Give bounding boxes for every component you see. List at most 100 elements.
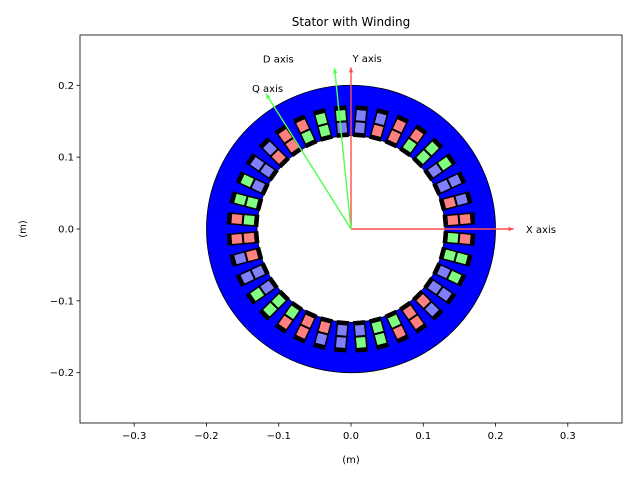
- x-tick-label: 0.0: [343, 431, 359, 442]
- stator-diagram: [206, 84, 496, 374]
- x-tick-label: −0.2: [194, 431, 218, 442]
- coil-outer: [409, 128, 425, 144]
- coil-outer: [230, 233, 244, 245]
- x-tick-label: 0.1: [415, 431, 431, 442]
- coil-outer: [458, 213, 472, 225]
- coil-outer: [454, 251, 469, 265]
- coil-outer: [295, 324, 310, 340]
- coil-outer: [239, 270, 255, 285]
- arrow-head: [508, 226, 514, 232]
- coil-outer: [458, 233, 472, 245]
- coil-inner: [415, 149, 432, 165]
- axis-annotations: X axis Y axis D axis Q axis: [252, 54, 556, 236]
- coil-outer: [374, 112, 388, 126]
- coil-inner: [436, 264, 452, 280]
- coil-inner: [318, 123, 332, 138]
- coil-outer: [424, 140, 440, 157]
- coil-inner: [354, 121, 366, 134]
- coil-inner: [259, 279, 275, 295]
- coil-inner: [250, 178, 266, 194]
- coil-inner: [336, 121, 348, 134]
- coil-inner: [259, 163, 275, 179]
- annotation-label: Q axis: [252, 84, 283, 95]
- annotation-label: Y axis: [351, 54, 381, 65]
- coil-inner: [336, 324, 348, 337]
- coil-outer: [314, 332, 328, 346]
- coil-inner: [442, 248, 457, 262]
- coil-inner: [245, 248, 260, 262]
- coil-inner: [402, 304, 418, 320]
- coil-outer: [314, 112, 328, 126]
- coil-outer: [335, 336, 347, 349]
- coil-inner: [354, 324, 366, 337]
- coil-outer: [392, 324, 407, 340]
- annotation-label: D axis: [263, 55, 294, 66]
- coil-inner: [270, 149, 287, 165]
- coil-inner: [442, 196, 457, 210]
- coil-inner: [318, 320, 332, 335]
- coil-outer: [437, 156, 453, 172]
- coil-inner: [387, 129, 402, 145]
- y-tick-label: −0.1: [50, 296, 74, 307]
- y-tick-label: −0.2: [50, 368, 74, 379]
- coil-inner: [300, 313, 315, 329]
- coil-outer: [230, 213, 244, 225]
- coil-outer: [239, 173, 255, 188]
- coil-inner: [370, 123, 384, 138]
- coil-inner: [242, 214, 256, 226]
- x-axis-ticks: −0.3 −0.2 −0.1 0.0 0.1 0.2 0.3: [122, 423, 576, 442]
- coil-inner: [300, 129, 315, 145]
- coil-inner: [446, 214, 460, 226]
- coil-outer: [262, 301, 278, 318]
- coil-inner: [270, 293, 287, 309]
- coil-inner: [415, 293, 432, 309]
- x-tick-label: 0.3: [560, 431, 576, 442]
- coil-inner: [245, 196, 260, 210]
- coil-outer: [233, 251, 248, 265]
- coil-outer: [249, 286, 265, 302]
- direction-arrow: [333, 68, 352, 230]
- y-tick-label: 0.2: [58, 81, 74, 92]
- coil-outer: [409, 314, 425, 330]
- coil-inner: [284, 304, 300, 320]
- coil-inner: [427, 279, 443, 295]
- coil-inner: [370, 320, 384, 335]
- coil-outer: [355, 109, 367, 122]
- coil-inner: [436, 178, 452, 194]
- chart-title: Stator with Winding: [292, 15, 410, 29]
- arrow-head: [265, 93, 271, 100]
- coil-inner: [250, 264, 266, 280]
- coil-inner: [242, 232, 256, 244]
- x-tick-label: −0.3: [122, 431, 146, 442]
- coil-inner: [446, 232, 460, 244]
- arrow-head: [332, 68, 338, 74]
- coil-inner: [402, 138, 418, 154]
- coil-outer: [447, 173, 463, 188]
- coil-outer: [262, 140, 278, 157]
- coil-outer: [335, 109, 347, 122]
- coil-outer: [277, 314, 293, 330]
- x-axis-title: (m): [342, 455, 360, 466]
- coil-outer: [233, 193, 248, 207]
- coil-outer: [374, 332, 388, 346]
- y-tick-label: 0.0: [58, 225, 74, 236]
- direction-arrow: [265, 93, 352, 230]
- y-tick-label: 0.1: [58, 153, 74, 164]
- annotation-label: X axis: [526, 225, 556, 236]
- coil-outer: [249, 156, 265, 172]
- coil-outer: [392, 118, 407, 134]
- y-axis-title: (m): [18, 220, 29, 238]
- arrow-head: [348, 67, 354, 73]
- y-axis-ticks: −0.2 −0.1 0.0 0.1 0.2: [50, 81, 80, 379]
- coil-outer: [355, 336, 367, 349]
- coil-outer: [447, 270, 463, 285]
- coil-outer: [295, 118, 310, 134]
- coil-outer: [454, 193, 469, 207]
- x-tick-label: 0.2: [488, 431, 504, 442]
- coil-inner: [427, 163, 443, 179]
- coil-outer: [277, 128, 293, 144]
- coil-inner: [387, 313, 402, 329]
- coil-outer: [424, 301, 440, 318]
- coil-outer: [437, 286, 453, 302]
